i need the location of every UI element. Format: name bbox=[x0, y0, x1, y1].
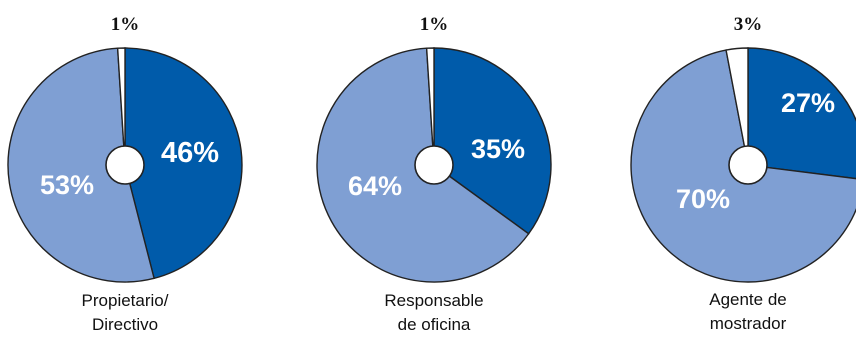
pie-center-hole bbox=[728, 145, 768, 185]
slice-value-label: 53% bbox=[40, 170, 94, 200]
category-label-line: Responsable bbox=[384, 291, 483, 310]
category-label-line: mostrador bbox=[710, 314, 787, 333]
pie-chart-1: 46% 53% 1% Propietario/Directivo bbox=[7, 14, 243, 334]
pie-slice-46pct bbox=[124, 47, 243, 280]
pie-center-hole bbox=[414, 145, 454, 185]
pie-chart-2: 35% 64% 1% Responsable de oficina bbox=[316, 14, 552, 334]
pie-center-hole bbox=[105, 145, 145, 185]
slice-value-label: 27% bbox=[781, 88, 835, 118]
small-slice-value-label: 1% bbox=[111, 14, 140, 35]
category-label-line: Agente de bbox=[709, 290, 787, 309]
small-slice-value-label: 1% bbox=[420, 14, 449, 35]
pie-slice-35pct bbox=[433, 47, 552, 235]
pie-slice-1pct bbox=[425, 47, 435, 166]
slice-value-label: 46% bbox=[161, 137, 219, 169]
category-label-line: Directivo bbox=[92, 315, 158, 334]
pie-slice-3pct bbox=[725, 47, 749, 166]
category-label-line: de oficina bbox=[398, 315, 471, 334]
slice-value-label: 35% bbox=[471, 134, 525, 164]
small-slice-value-label: 3% bbox=[734, 14, 763, 35]
slice-value-label: 70% bbox=[676, 184, 730, 214]
pie-slice-53pct bbox=[7, 47, 155, 283]
category-label-line: Propietario/ bbox=[82, 291, 169, 310]
slice-value-label: 64% bbox=[348, 171, 402, 201]
pie-chart-3: 27% 70% 3% Agente de mostrador bbox=[630, 14, 856, 333]
pie-slice-27pct bbox=[747, 47, 856, 180]
pie-slice-1pct bbox=[116, 47, 126, 166]
